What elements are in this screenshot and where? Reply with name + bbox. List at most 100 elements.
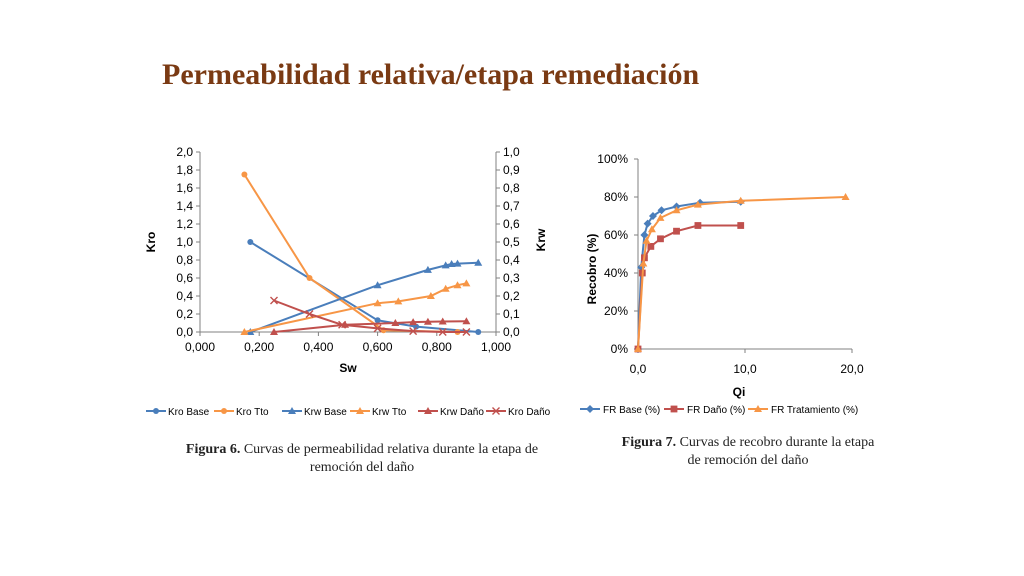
- y-tick-label: 0,8: [176, 253, 193, 267]
- krw-base-point: [474, 258, 483, 266]
- krw-base-point: [423, 265, 432, 273]
- y-tick-label: 80%: [604, 190, 628, 204]
- kro-dano-point: [438, 328, 447, 336]
- fr-tratamiento-line: [637, 196, 846, 350]
- series-fr-base: [634, 197, 745, 353]
- legend-item-kro-dano: Kro Daño: [486, 407, 551, 418]
- y-tick-label: 1,4: [176, 199, 193, 213]
- krw-tto-point: [441, 284, 450, 292]
- x-tick-label: 0,0: [630, 362, 647, 376]
- figure-7-label: Figura 7.: [621, 435, 677, 450]
- krw-base-point: [373, 281, 382, 289]
- krw-tto-point: [426, 292, 435, 299]
- figure-7-caption: Figura 7. Curvas de recobro durante la e…: [616, 434, 880, 470]
- fr-tratamiento-point: [639, 259, 648, 267]
- legend-item-kro-base: Kro Base: [146, 407, 210, 418]
- figure-6-caption: Figura 6. Curvas de permeabilidad relati…: [168, 441, 556, 477]
- y2-tick-label: 0,3: [503, 271, 520, 285]
- legend-label: Krw Tto: [372, 407, 407, 418]
- legend-label: FR Base (%): [603, 405, 660, 416]
- legend-label: FR Daño (%): [687, 405, 745, 416]
- y2-tick-label: 1,0: [503, 145, 520, 159]
- series-krw-base: [246, 258, 483, 335]
- x-axis-title: Qi: [733, 385, 746, 399]
- series-kro-dano: [270, 296, 471, 336]
- fr-base-point: [637, 263, 646, 272]
- legend-item-kro-tto: Kro Tto: [214, 407, 269, 418]
- x-tick-label: 0,000: [185, 340, 215, 354]
- y-axis-title: Kro: [144, 232, 158, 253]
- legend-item-krw-dano: Krw Daño: [418, 407, 484, 418]
- fr-tratamiento-point: [672, 206, 681, 214]
- fr-base-point: [657, 206, 666, 215]
- kro-dano-point: [462, 328, 471, 336]
- legend-label: Krw Daño: [440, 407, 484, 418]
- fr-dano-point: [673, 227, 680, 235]
- y-tick-label: 0,0: [176, 325, 193, 339]
- x-tick-label: 0,400: [303, 340, 333, 354]
- kro-dano-point: [373, 324, 382, 333]
- relative-permeability-chart: 0,0 0,2 0,4 0,6 0,8 1,0 1,2 1,4 1,6 1,8 2,0 0,0 0,1 0…: [144, 145, 551, 418]
- fr-dano-point: [737, 222, 745, 229]
- x-tick-label: 0,800: [422, 340, 452, 354]
- kro-dano-point: [270, 296, 278, 305]
- legend-label: Kro Tto: [236, 407, 269, 418]
- fr-dano-point: [647, 243, 655, 250]
- x-axis-title: Sw: [339, 361, 357, 375]
- fr-dano-point: [694, 222, 702, 229]
- y2-tick-label: 0,5: [503, 235, 520, 249]
- y2-tick-label: 0,6: [503, 217, 520, 231]
- y2-tick-label: 0,2: [503, 289, 520, 303]
- fr-tratamiento-point: [736, 196, 745, 204]
- fr-tratamiento-point: [647, 225, 656, 233]
- series-krw-tto: [240, 279, 471, 335]
- legend-item-fr-base: FR Base (%): [580, 405, 660, 416]
- slide-title: Permeabilidad relativa/etapa remediación: [162, 58, 700, 91]
- y-tick-label: 1,2: [176, 217, 193, 231]
- fr-tratamiento-point: [693, 200, 702, 208]
- legend-label: Kro Daño: [508, 407, 551, 418]
- y-tick-label: 40%: [604, 266, 628, 280]
- legend-marker: [586, 405, 594, 413]
- fr-dano-point: [657, 235, 664, 243]
- krw-tto-point: [394, 297, 403, 305]
- legend-marker: [670, 405, 678, 413]
- krw-dano-point: [391, 319, 400, 326]
- krw-dano-point: [423, 317, 432, 325]
- y2-tick-label: 0,0: [503, 325, 520, 339]
- figure-6-label: Figura 6.: [185, 442, 241, 457]
- y-tick-label: 1,6: [176, 181, 193, 195]
- y2-tick-label: 0,7: [503, 199, 520, 213]
- legend-label: FR Tratamiento (%): [771, 405, 858, 416]
- krw-base-point: [441, 261, 450, 269]
- krw-dano-point: [270, 328, 278, 335]
- legend-marker: [288, 407, 296, 414]
- legend-marker: [221, 408, 227, 414]
- x-tick-label: 0,200: [244, 340, 274, 354]
- legend-label: Krw Base: [304, 407, 347, 418]
- recovery-chart: 0% 20% 40% 60% 80% 100% 0,0 10,0 20,0 Qi Recobro (…: [580, 152, 864, 416]
- krw-dano-point: [409, 318, 418, 326]
- series-fr-dano: [634, 222, 745, 353]
- y2-axis-title: Krw: [534, 228, 548, 251]
- y-tick-label: 1,0: [176, 235, 193, 249]
- krw-tto-point: [240, 328, 249, 335]
- x-tick-label: 10,0: [733, 362, 757, 376]
- legend-item-fr-dano: FR Daño (%): [664, 405, 745, 416]
- legend-item-krw-tto: Krw Tto: [350, 407, 407, 418]
- y-tick-label: 1,8: [176, 163, 193, 177]
- krw-dano-point: [438, 317, 447, 325]
- kro-base-point: [247, 239, 254, 245]
- y2-tick-label: 0,8: [503, 181, 520, 195]
- y2-tick-label: 0,9: [503, 163, 520, 177]
- y-axis-title: Recobro (%): [585, 234, 599, 305]
- series-fr-tratamiento: [634, 193, 850, 352]
- fr-tratamiento-point: [642, 236, 651, 244]
- y-tick-label: 0,4: [176, 289, 193, 303]
- y-tick-label: 0%: [611, 342, 629, 356]
- x-tick-label: 20,0: [840, 362, 864, 376]
- fr-base-point: [648, 212, 657, 220]
- y-tick-label: 60%: [604, 228, 628, 242]
- y-tick-label: 2,0: [176, 145, 193, 159]
- kro-base-point: [374, 317, 381, 324]
